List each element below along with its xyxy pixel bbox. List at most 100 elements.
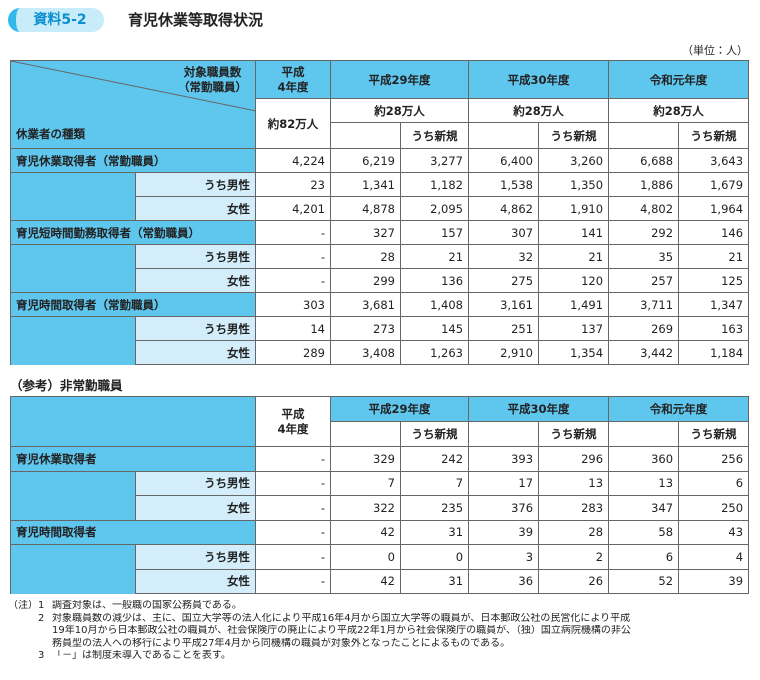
cell: 242 <box>399 446 470 472</box>
cell: 269 <box>608 316 680 341</box>
cell: 360 <box>608 446 680 472</box>
cell: 6,688 <box>608 148 680 173</box>
row-sublabel: 女性 <box>135 495 256 521</box>
column-header: 平成30年度 <box>468 60 610 99</box>
note-indent <box>8 613 38 626</box>
cell: 3,442 <box>608 340 680 365</box>
column-header: 平成 4年度 <box>255 60 331 99</box>
cell: 4,878 <box>330 196 401 221</box>
cell: 322 <box>330 495 401 521</box>
cell: 4 <box>678 544 750 570</box>
column-header-line: 4年度 <box>277 79 309 94</box>
table-row: 育児短時間勤務取得者（常勤職員） -327 157 307 141 292 146 <box>10 220 750 245</box>
table-row: 女性 289 3,408 1,263 2,910 1,354 3,442 1,184 <box>10 340 750 365</box>
column-header: 令和元年度 <box>608 60 750 99</box>
blank-header <box>330 421 401 447</box>
cell: - <box>255 544 331 570</box>
row-label: 育児休業取得者（常勤職員） <box>10 148 256 173</box>
note-row: 務員型の法人への移行により平成27年4月から同機構の職員が対象外となったことによ… <box>8 638 631 651</box>
note-indent <box>8 650 38 663</box>
cell: - <box>255 244 331 269</box>
row-group-cell <box>10 172 136 197</box>
note-text: 対象職員数の減少は、主に、国立大学等の法人化により平成16年4月から国立大学等の… <box>52 612 631 624</box>
column-header: 平成30年度 <box>468 396 610 422</box>
sub-header: うち新規 <box>538 122 610 149</box>
cell: 6,400 <box>468 148 540 173</box>
cell: - <box>255 470 331 496</box>
table-row: 女性 4,201 4,878 2,095 4,862 1,910 4,802 1,964 <box>10 196 750 221</box>
cell: 3,260 <box>538 148 610 173</box>
cell: 58 <box>608 519 680 545</box>
table-row: 育児時間取得者（常勤職員） 303 3,681 1,408 3,161 1,491 3,71… <box>10 292 750 317</box>
note-text: 19年10月から日本郵政公社の職員が、社会保険庁の廃止により平成22年1月から社… <box>52 625 631 636</box>
cell: 251 <box>468 316 540 341</box>
cell: 141 <box>538 220 610 245</box>
cell: 347 <box>608 495 680 521</box>
row-sublabel: 女性 <box>135 340 256 365</box>
cell: 1,182 <box>399 172 470 197</box>
cell: 1,354 <box>538 340 610 365</box>
cell: 4,802 <box>608 196 680 221</box>
badge: 資料5-2 <box>8 8 104 32</box>
cell: 2 <box>538 544 610 570</box>
cell: 39 <box>678 568 750 594</box>
blank-header <box>608 421 680 447</box>
corner-label: （常勤職員） <box>178 80 247 94</box>
row-label: 育児時間取得者 <box>10 519 256 545</box>
table-header: 対象職員数 （常勤職員） 休業者の種類 平成 4年度 平成29年度 平成30年度 … <box>10 60 750 149</box>
notes: （注） 1 調査対象は、一般職の国家公務員である。 2 対象職員数の減少は、主に、国立大… <box>8 600 631 663</box>
table-row: うち男性 -7 7 17 13 13 6 <box>10 470 750 496</box>
note-indent <box>38 638 52 651</box>
cell: 1,964 <box>678 196 750 221</box>
cell: - <box>255 495 331 521</box>
cell: 3 <box>468 544 540 570</box>
cell: 14 <box>255 316 331 341</box>
table-row: 女性 -322 235 376 283 347 250 <box>10 495 750 521</box>
corner-cell: 対象職員数 （常勤職員） 休業者の種類 <box>10 60 256 149</box>
cell: 28 <box>330 244 401 269</box>
cell: 0 <box>330 544 401 570</box>
cell: 3,161 <box>468 292 540 317</box>
cell: 299 <box>330 268 401 293</box>
note-indent <box>8 625 38 638</box>
table-row: うち男性 14 273 145 251 137 269 163 <box>10 316 750 341</box>
cell: 1,538 <box>468 172 540 197</box>
row-group-cell <box>10 196 136 221</box>
cell: 6,219 <box>330 148 401 173</box>
cell: 307 <box>468 220 540 245</box>
table-row: 育児時間取得者 -42 31 39 28 58 43 <box>10 519 750 545</box>
note-indent <box>38 625 52 638</box>
table-row: 育児休業取得者（常勤職員） 4,224 6,219 3,277 6,400 3,260 6,… <box>10 148 750 173</box>
cell: 23 <box>255 172 331 197</box>
staff-count: 約82万人 <box>255 98 331 149</box>
row-sublabel: 女性 <box>135 196 256 221</box>
cell: 17 <box>468 470 540 496</box>
sub-header: うち新規 <box>538 421 610 447</box>
cell: 163 <box>678 316 750 341</box>
cell: 136 <box>399 268 470 293</box>
row-group-cell <box>10 340 136 365</box>
note-number: 1 <box>38 600 45 611</box>
cell: 3,277 <box>399 148 470 173</box>
staff-count: 約28万人 <box>608 98 750 123</box>
row-group-cell <box>10 316 136 341</box>
table-row: うち男性 -0 0 3 2 6 4 <box>10 544 750 570</box>
cell: 376 <box>468 495 540 521</box>
table: 対象職員数 （常勤職員） 休業者の種類 平成 4年度 平成29年度 平成30年度 … <box>10 60 750 365</box>
sub-header: うち新規 <box>678 122 750 149</box>
column-header: 令和元年度 <box>608 396 750 422</box>
cell: 28 <box>538 519 610 545</box>
cell: 1,347 <box>678 292 750 317</box>
cell: 31 <box>399 519 470 545</box>
table-row: 女性 -42 31 36 26 52 39 <box>10 568 750 594</box>
cell: 1,491 <box>538 292 610 317</box>
corner-label: 対象職員数 <box>183 65 242 79</box>
note-text: 調査対象は、一般職の国家公務員である。 <box>52 600 242 611</box>
corner-cell <box>10 396 256 447</box>
cell: 137 <box>538 316 610 341</box>
cell: 3,681 <box>330 292 401 317</box>
cell: 3,643 <box>678 148 750 173</box>
cell: 1,263 <box>399 340 470 365</box>
row-group-cell <box>10 244 136 269</box>
cell: 296 <box>538 446 610 472</box>
